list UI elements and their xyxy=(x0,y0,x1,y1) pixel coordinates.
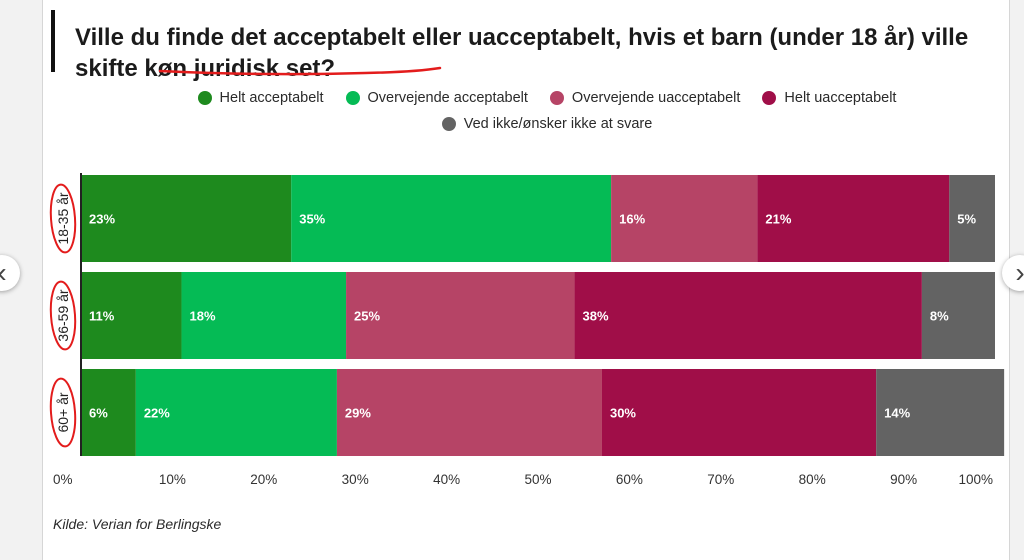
legend-item-ved-ikke: Ved ikke/ønsker ikke at svare xyxy=(441,116,653,132)
x-tick-label: 70% xyxy=(707,472,734,487)
x-tick-label: 100% xyxy=(958,472,993,487)
category-label: 18-35 år xyxy=(55,192,71,244)
x-tick-label: 60% xyxy=(616,472,643,487)
bar-value-label: 5% xyxy=(957,212,976,227)
bar-segment-overvejende-acceptabelt xyxy=(181,272,347,359)
bar-segment-helt-acceptabelt xyxy=(81,272,182,359)
next-arrow-icon[interactable]: › xyxy=(1002,255,1024,291)
bar-segment-helt-uacceptabelt xyxy=(574,272,922,359)
stacked-bar-chart: 23% 35% 16% 21% 5% 18-35 år 11% 18% 25% 38% 8% 36-5… xyxy=(49,173,1005,487)
x-tick-label: 40% xyxy=(433,472,460,487)
legend-item-overvejende-uacceptabelt: Overvejende uacceptabelt xyxy=(549,90,741,106)
x-tick-label: 10% xyxy=(159,472,186,487)
bar-value-label: 16% xyxy=(619,212,645,227)
bar-segment-helt-uacceptabelt xyxy=(757,175,950,262)
bar-segment-overvejende-uacceptabelt xyxy=(611,175,758,262)
x-tick-label: 30% xyxy=(342,472,369,487)
bar-segment-ved-ikke xyxy=(876,369,1005,456)
bar-value-label: 35% xyxy=(299,212,325,227)
bar-value-label: 6% xyxy=(89,406,108,421)
x-tick-label: 90% xyxy=(890,472,917,487)
bar-segment-overvejende-uacceptabelt xyxy=(336,369,602,456)
legend-label: Ved ikke/ønsker ikke at svare xyxy=(463,116,653,132)
bar-segment-ved-ikke xyxy=(949,175,995,262)
legend-swatch xyxy=(345,91,360,105)
annotation-circle xyxy=(49,183,77,254)
legend-item-overvejende-acceptabelt: Overvejende acceptabelt xyxy=(345,90,528,106)
x-tick-label: 0% xyxy=(53,472,73,487)
bar-value-label: 22% xyxy=(144,406,170,421)
legend-swatch xyxy=(441,117,456,131)
legend-swatch xyxy=(762,91,777,105)
x-tick-label: 80% xyxy=(799,472,826,487)
bar-segment-helt-acceptabelt xyxy=(81,175,292,262)
bar-value-label: 8% xyxy=(930,309,949,324)
legend-label: Overvejende uacceptabelt xyxy=(571,90,741,106)
bar-value-label: 21% xyxy=(765,212,791,227)
bar-value-label: 25% xyxy=(354,309,380,324)
bar-value-label: 11% xyxy=(89,309,115,324)
bar-segment-overvejende-acceptabelt xyxy=(291,175,612,262)
bar-segment-overvejende-acceptabelt xyxy=(135,369,337,456)
annotation-circle xyxy=(49,280,77,351)
bar-value-label: 23% xyxy=(89,212,115,227)
bar-segment-helt-acceptabelt xyxy=(81,369,136,456)
bar-value-label: 38% xyxy=(583,309,609,324)
legend-label: Helt acceptabelt xyxy=(219,90,324,106)
bar-value-label: 18% xyxy=(190,309,216,324)
annotation-circle xyxy=(49,377,77,448)
legend-label: Helt uacceptabelt xyxy=(784,90,897,106)
bar-value-label: 14% xyxy=(884,406,910,421)
x-tick-label: 50% xyxy=(524,472,551,487)
chart-legend: Helt acceptabelt Overvejende acceptabelt O… xyxy=(107,90,987,132)
legend-item-helt-uacceptabelt: Helt uacceptabelt xyxy=(762,90,896,106)
category-label: 36-59 år xyxy=(55,289,71,341)
legend-item-helt-acceptabelt: Helt acceptabelt xyxy=(197,90,324,106)
legend-swatch xyxy=(549,91,564,105)
article-page: Ville du finde det acceptabelt eller uac… xyxy=(42,0,1010,560)
annotation-underline xyxy=(158,66,442,76)
chart-title: Ville du finde det acceptabelt eller uac… xyxy=(75,24,969,82)
x-tick-label: 20% xyxy=(250,472,277,487)
bar-value-label: 30% xyxy=(610,406,636,421)
title-block: Ville du finde det acceptabelt eller uac… xyxy=(51,10,985,82)
previous-arrow-icon[interactable]: ‹ xyxy=(0,255,20,291)
bar-segment-overvejende-uacceptabelt xyxy=(346,272,575,359)
legend-label: Overvejende acceptabelt xyxy=(367,90,528,106)
category-label: 60+ år xyxy=(55,392,71,432)
bar-segment-ved-ikke xyxy=(921,272,995,359)
source-credit: Kilde: Verian for Berlingske xyxy=(53,516,222,532)
legend-swatch xyxy=(197,91,212,105)
bar-value-label: 29% xyxy=(345,406,371,421)
bar-segment-helt-uacceptabelt xyxy=(601,369,877,456)
